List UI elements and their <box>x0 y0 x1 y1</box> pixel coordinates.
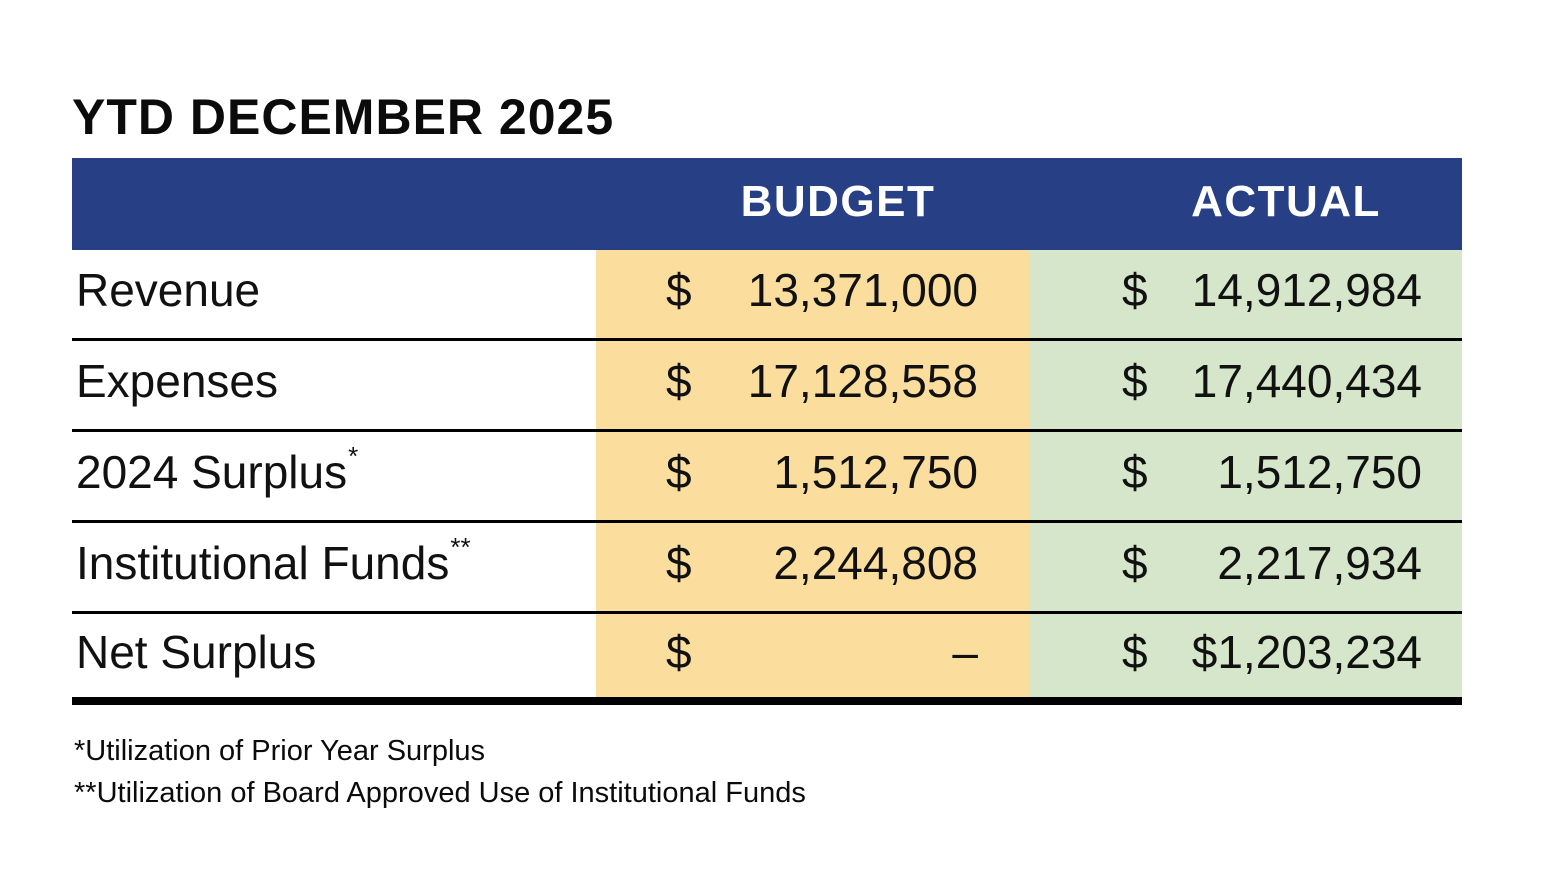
budget-cell: $17,128,558 <box>596 341 1030 429</box>
footnote-prior-year-surplus: *Utilization of Prior Year Surplus <box>74 735 486 767</box>
budget-value: 2,244,808 <box>773 537 978 589</box>
row-label: Expenses <box>76 355 279 407</box>
actual-cell: $ $1,203,234 <box>1030 614 1462 697</box>
table-row: Revenue $13,371,000 $14,912,984 <box>72 250 1462 341</box>
actual-value: 17,440,434 <box>1191 355 1422 407</box>
table-header-row: BUDGET ACTUAL <box>72 158 1462 250</box>
row-label-cell: Revenue <box>72 250 596 338</box>
currency-symbol: $ <box>1122 355 1148 407</box>
table-row: Institutional Funds ** $2,244,808 $2,217,… <box>72 523 1462 614</box>
footnote-institutional-funds: **Utilization of Board Approved Use of I… <box>74 777 806 809</box>
budget-value: 1,512,750 <box>773 446 978 498</box>
currency-symbol: $ <box>666 264 692 316</box>
table-body: Revenue $13,371,000 $14,912,984 Expenses… <box>72 250 1462 705</box>
budget-value: 13,371,000 <box>747 264 978 316</box>
currency-symbol: $ <box>1122 625 1148 678</box>
row-label-cell: Net Surplus <box>72 614 596 697</box>
budget-cell: $13,371,000 <box>596 250 1030 338</box>
actual-value: 14,912,984 <box>1191 264 1422 316</box>
table-row: Net Surplus $ – $ $1,203,234 <box>72 614 1462 705</box>
row-label-cell: Expenses <box>72 341 596 429</box>
currency-symbol: $ <box>1122 537 1148 589</box>
header-spacer-cell <box>72 158 596 250</box>
budget-table: BUDGET ACTUAL Revenue $13,371,000 $14,91… <box>72 158 1462 705</box>
actual-cell: $1,512,750 <box>1030 432 1462 520</box>
currency-symbol: $ <box>1122 446 1148 498</box>
budget-value: 17,128,558 <box>747 355 978 407</box>
row-label: 2024 Surplus <box>76 446 348 498</box>
budget-cell: $ – <box>596 614 1030 697</box>
budget-value: – <box>952 625 978 678</box>
row-label-cell: Institutional Funds ** <box>72 523 596 611</box>
table-row: 2024 Surplus * $1,512,750 $1,512,750 <box>72 432 1462 523</box>
actual-cell: $14,912,984 <box>1030 250 1462 338</box>
page-title: YTD DECEMBER 2025 <box>72 89 615 145</box>
currency-symbol: $ <box>666 625 692 678</box>
row-label: Net Surplus <box>76 625 317 678</box>
currency-symbol: $ <box>666 355 692 407</box>
actual-cell: $2,217,934 <box>1030 523 1462 611</box>
currency-symbol: $ <box>666 446 692 498</box>
row-label-cell: 2024 Surplus * <box>72 432 596 520</box>
column-header-actual: ACTUAL <box>1191 177 1381 226</box>
row-label: Institutional Funds <box>76 537 450 589</box>
footnotes: *Utilization of Prior Year Surplus **Uti… <box>74 730 806 814</box>
actual-value: 1,512,750 <box>1217 446 1422 498</box>
row-label: Revenue <box>76 264 261 316</box>
actual-cell: $17,440,434 <box>1030 341 1462 429</box>
actual-value: 2,217,934 <box>1217 537 1422 589</box>
currency-symbol: $ <box>1122 264 1148 316</box>
budget-cell: $2,244,808 <box>596 523 1030 611</box>
currency-symbol: $ <box>666 537 692 589</box>
actual-value: $1,203,234 <box>1191 625 1422 678</box>
column-header-budget: BUDGET <box>740 177 936 226</box>
budget-cell: $1,512,750 <box>596 432 1030 520</box>
table-row: Expenses $17,128,558 $17,440,434 <box>72 341 1462 432</box>
